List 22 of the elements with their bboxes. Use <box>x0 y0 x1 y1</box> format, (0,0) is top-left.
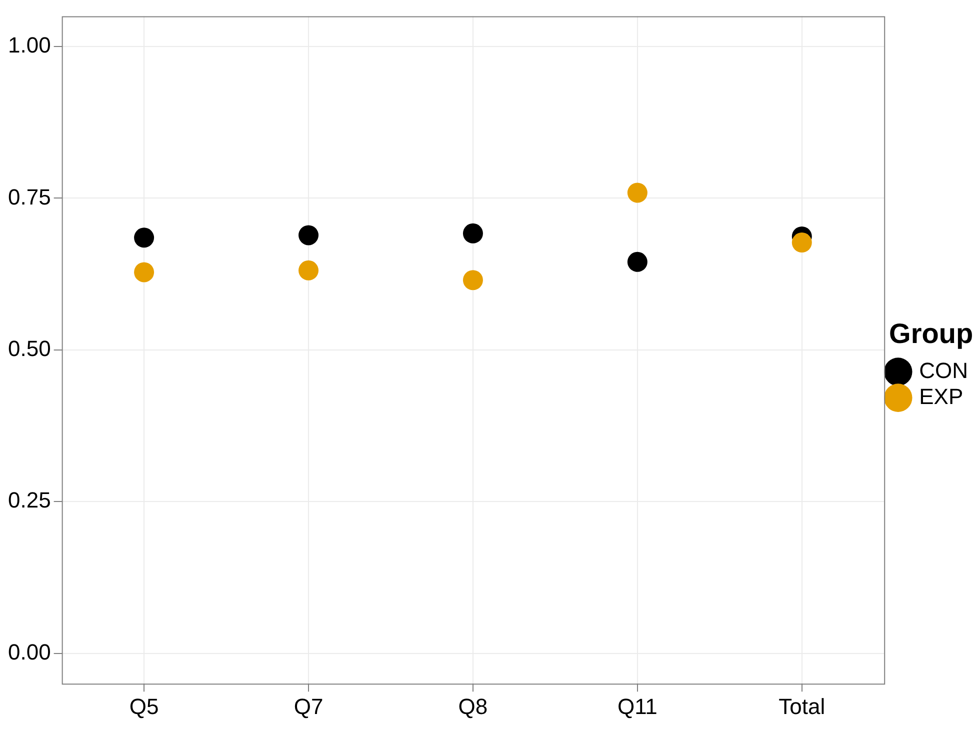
point <box>462 223 483 244</box>
x-tick-label: Total <box>778 694 826 719</box>
legend-label: CON <box>919 358 968 383</box>
point <box>462 270 483 290</box>
point <box>627 182 648 203</box>
y-tick-label: 0.00 <box>8 639 51 664</box>
point <box>134 228 154 248</box>
y-tick-label: 0.50 <box>8 336 51 361</box>
x-tick-label: Q8 <box>458 694 488 719</box>
point <box>627 252 648 272</box>
legend-title: Group <box>889 318 974 349</box>
point <box>298 225 319 246</box>
point <box>134 262 154 282</box>
point <box>792 232 812 253</box>
x-tick-label: Q5 <box>129 694 159 719</box>
point <box>298 260 319 280</box>
x-tick-label: Q7 <box>294 694 324 719</box>
y-tick-label: 1.00 <box>8 32 51 58</box>
x-tick-label: Q11 <box>617 694 658 719</box>
y-tick-label: 0.75 <box>8 184 51 210</box>
legend-label: EXP <box>919 384 964 409</box>
y-tick-label: 0.25 <box>8 488 51 513</box>
